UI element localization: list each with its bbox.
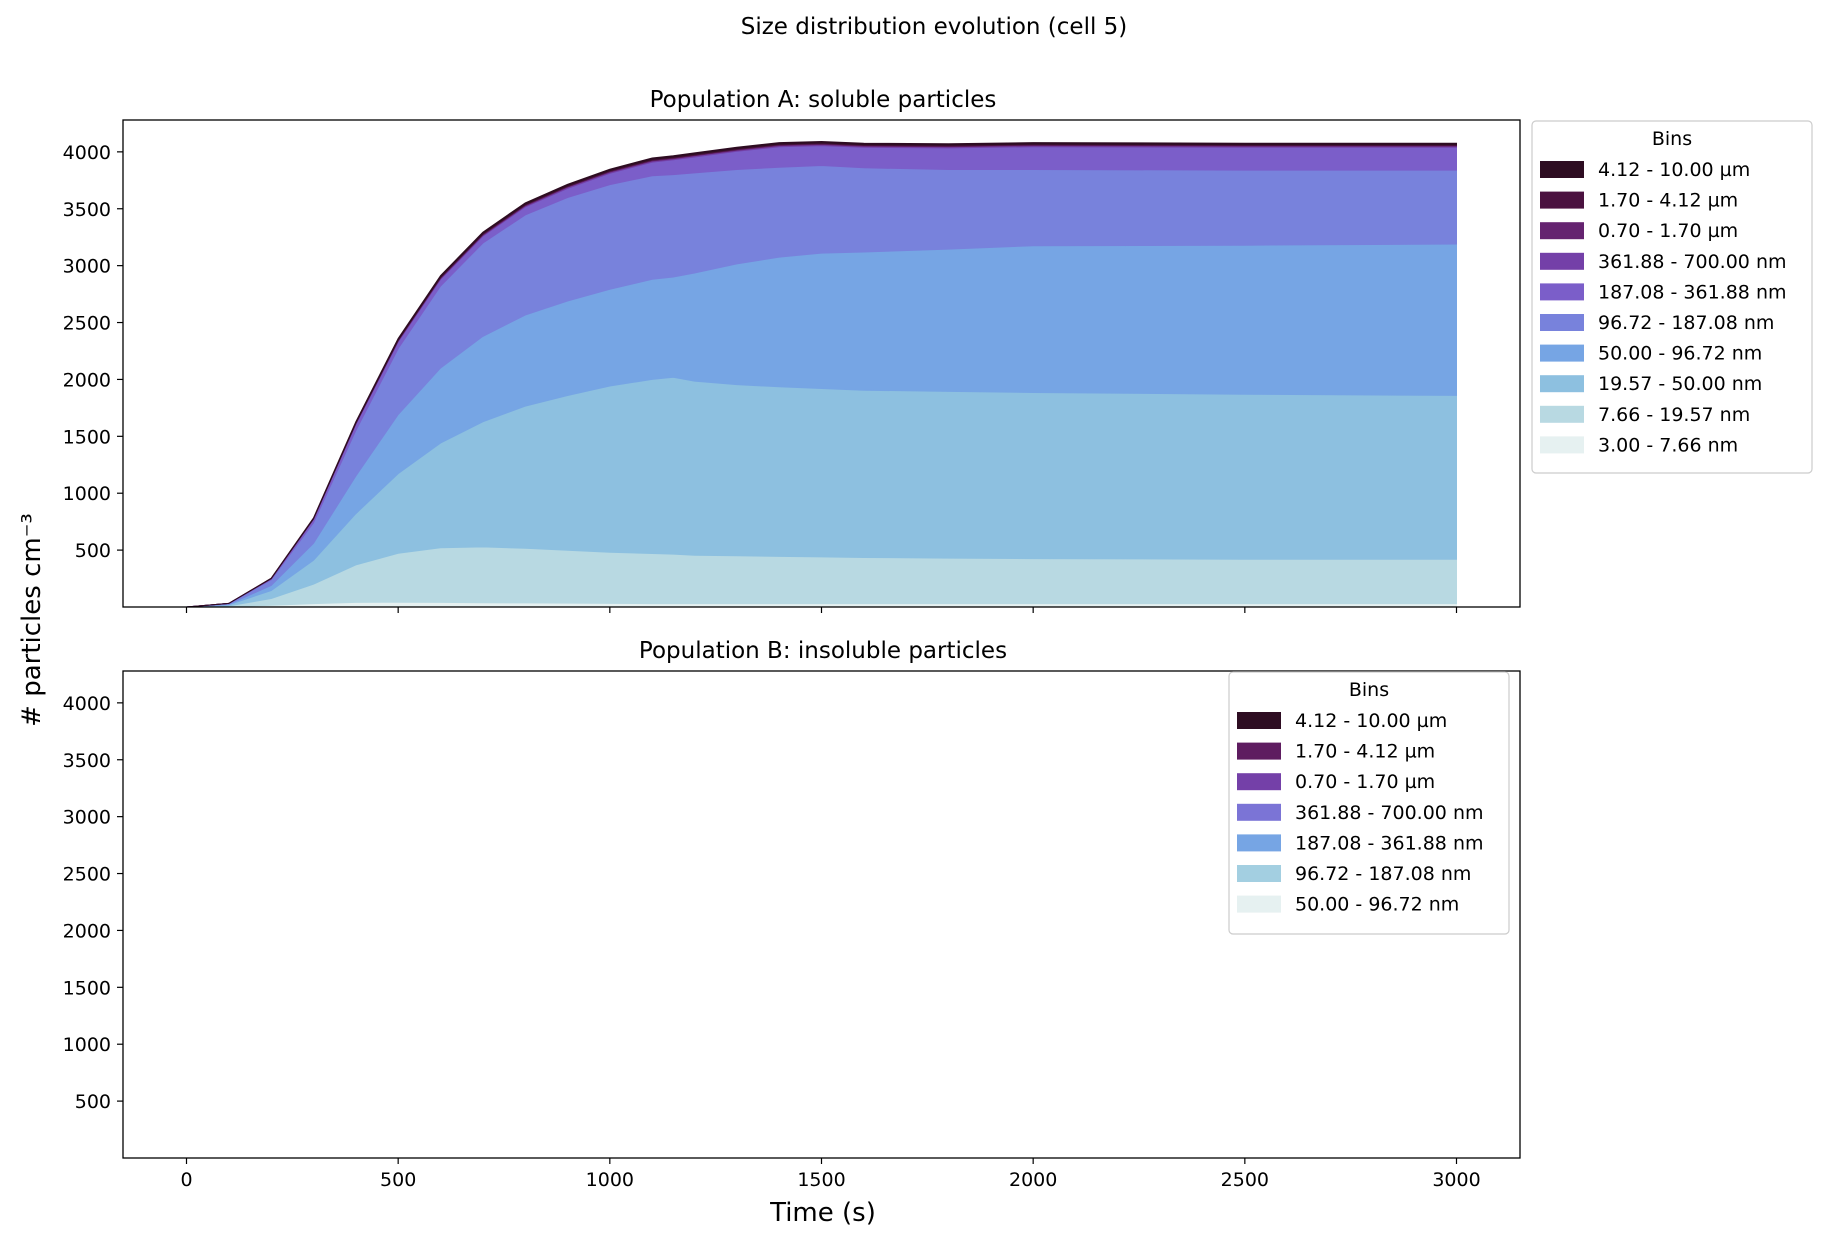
legend-entry-label: 0.70 - 1.70 µm [1295,771,1435,793]
legend-swatch [1540,314,1584,331]
legend-entry-label: 4.12 - 10.00 µm [1598,159,1750,181]
legend-swatch [1540,436,1584,454]
y-tick-label: 4000 [63,693,111,715]
x-tick-label: 2500 [1221,1169,1269,1191]
y-axis-label: # particles cm⁻³ [17,513,47,727]
legend-swatch [1237,895,1281,913]
y-tick-label: 2500 [63,864,111,886]
legend-swatch [1237,865,1281,882]
y-tick-label: 3000 [63,807,111,829]
legend: Bins 4.12 - 10.00 µm 1.70 - 4.12 µm 0.70 - … [1228,671,1510,935]
area-layers [186,140,1457,608]
y-tick-label: 3500 [63,750,111,772]
y-tick-label: 2000 [63,369,111,391]
y-tick-label: 500 [75,1091,111,1113]
legend-entry-label: 96.72 - 187.08 nm [1598,312,1774,334]
legend-entry-label: 361.88 - 700.00 nm [1295,802,1484,824]
y-tick-label: 1000 [63,1034,111,1056]
legend-swatch [1540,161,1584,178]
y-tick-label: 2500 [63,313,111,335]
x-tick-label: 1000 [586,1169,634,1191]
chart-population-b: Population B: insoluble particles 500 100… [63,638,1521,1191]
legend-entry-label: 361.88 - 700.00 nm [1598,251,1787,273]
y-tick-label: 2000 [63,920,111,942]
x-axis-label: Time (s) [769,1198,876,1228]
chart-population-a: Population A: soluble particles 500 1000 1… [63,87,1813,613]
y-tick-label: 1500 [63,977,111,999]
legend-entry-label: 50.00 - 96.72 nm [1598,343,1762,365]
legend-swatch [1540,191,1584,209]
y-tick-label: 4000 [63,142,111,164]
legend-title: Bins [1652,128,1692,150]
area-series-9 [186,140,1457,608]
x-tick-label: 500 [380,1169,416,1191]
legend: Bins 4.12 - 10.00 µm 1.70 - 4.12 µm 0.70 - … [1531,120,1813,474]
legend-entry-label: 50.00 - 96.72 nm [1295,894,1459,916]
legend-swatch [1237,834,1281,852]
y-tick-label: 1000 [63,483,111,505]
legend-entry-label: 187.08 - 361.88 nm [1598,281,1787,303]
legend-swatch [1540,252,1584,270]
legend-entry-label: 19.57 - 50.00 nm [1598,373,1762,395]
legend-box [1228,671,1510,935]
x-tick-label: 3000 [1432,1169,1480,1191]
legend-entry-label: 3.00 - 7.66 nm [1598,434,1738,456]
legend-entry-label: 1.70 - 4.12 µm [1295,741,1435,763]
legend-entry-label: 4.12 - 10.00 µm [1295,710,1447,732]
legend-entry-label: 96.72 - 187.08 nm [1295,863,1471,885]
x-tick-label: 1500 [797,1169,845,1191]
legend-swatch [1237,742,1281,760]
legend-swatch [1237,773,1281,791]
legend-swatch [1540,222,1584,240]
legend-entry-label: 0.70 - 1.70 µm [1598,220,1738,242]
legend-entry-label: 1.70 - 4.12 µm [1598,190,1738,212]
legend-swatch [1540,375,1584,393]
figure-suptitle: Size distribution evolution (cell 5) [741,14,1128,40]
x-tick-label: 2000 [1009,1169,1057,1191]
y-tick-label: 3000 [63,256,111,278]
legend-title: Bins [1349,679,1389,701]
legend-swatch [1237,712,1281,729]
chart-title-population-a: Population A: soluble particles [650,87,997,113]
legend-swatch [1237,803,1281,821]
legend-box [1531,120,1813,474]
chart-title-population-b: Population B: insoluble particles [639,638,1007,664]
legend-swatch [1540,283,1584,301]
y-tick-label: 500 [75,540,111,562]
y-tick-label: 3500 [63,199,111,221]
legend-entry-label: 7.66 - 19.57 nm [1598,404,1750,426]
legend-entry-label: 187.08 - 361.88 nm [1295,832,1484,854]
legend-swatch [1540,405,1584,423]
legend-swatch [1540,344,1584,362]
x-tick-label: 0 [180,1169,192,1191]
y-tick-label: 1500 [63,426,111,448]
